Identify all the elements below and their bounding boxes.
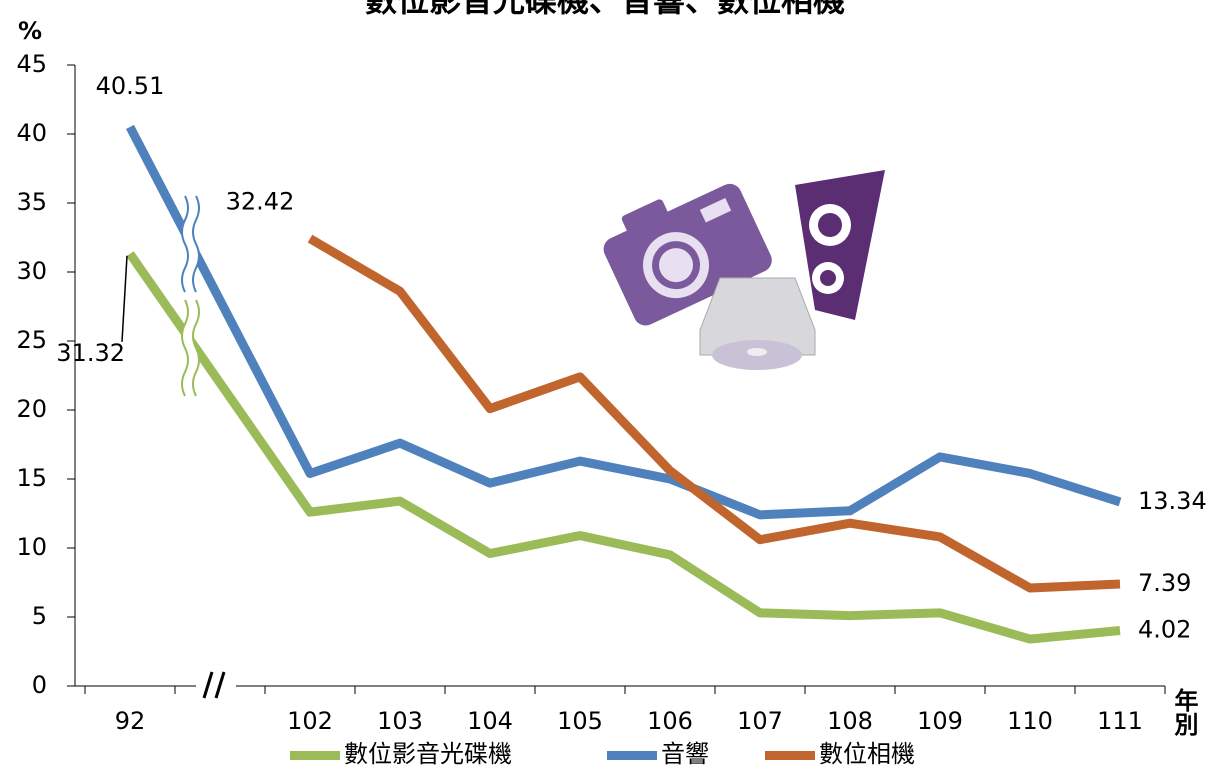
legend-swatch <box>290 751 340 760</box>
legend-label: 數位相機 <box>819 740 915 768</box>
y-tick-label: 5 <box>32 602 47 630</box>
x-tick-label: 110 <box>1007 707 1053 735</box>
axis-break <box>214 671 226 699</box>
y-tick-label: 0 <box>32 671 47 699</box>
y-axis-label: % <box>18 17 42 45</box>
y-tick-label: 20 <box>16 395 47 423</box>
x-tick-label: 103 <box>377 707 423 735</box>
series-line <box>126 124 1122 520</box>
y-tick-label: 25 <box>16 326 47 354</box>
y-tick-label: 10 <box>16 533 47 561</box>
y-tick-label: 30 <box>16 257 47 285</box>
x-tick-label: 109 <box>917 707 963 735</box>
legend-swatch <box>607 751 657 760</box>
data-label: 32.42 <box>226 188 295 216</box>
data-label: 13.34 <box>1138 487 1207 515</box>
line-break <box>181 195 200 293</box>
y-tick-label: 40 <box>16 119 47 147</box>
chart-title: 數位影音光碟機、音響、數位相機 <box>365 0 845 19</box>
line-break <box>181 299 200 397</box>
y-tick-label: 35 <box>16 188 47 216</box>
data-label: 7.39 <box>1138 569 1191 597</box>
leader-line <box>121 255 128 342</box>
x-tick-label: 108 <box>827 707 873 735</box>
x-tick-label: 104 <box>467 707 513 735</box>
line-break <box>182 297 198 399</box>
y-tick-label: 15 <box>16 464 47 492</box>
x-tick-label: 111 <box>1097 707 1143 735</box>
x-tick-label: 107 <box>737 707 783 735</box>
legend-label: 音響 <box>661 740 709 768</box>
series-line <box>126 251 1121 644</box>
x-tick-label: 102 <box>287 707 333 735</box>
series-line <box>307 234 1121 593</box>
x-tick-label: 106 <box>647 707 693 735</box>
x-axis-label: 年別 <box>1170 687 1198 737</box>
y-tick-label: 45 <box>16 50 47 78</box>
data-label: 4.02 <box>1138 616 1191 644</box>
data-label: 31.32 <box>56 339 125 367</box>
x-tick-label: 92 <box>115 707 146 735</box>
x-tick-label: 105 <box>557 707 603 735</box>
line-break <box>182 193 198 295</box>
legend-label: 數位影音光碟機 <box>344 740 512 768</box>
legend-swatch <box>765 751 815 760</box>
icons <box>603 170 885 370</box>
data-label: 40.51 <box>96 72 165 100</box>
axis-break <box>202 671 214 699</box>
